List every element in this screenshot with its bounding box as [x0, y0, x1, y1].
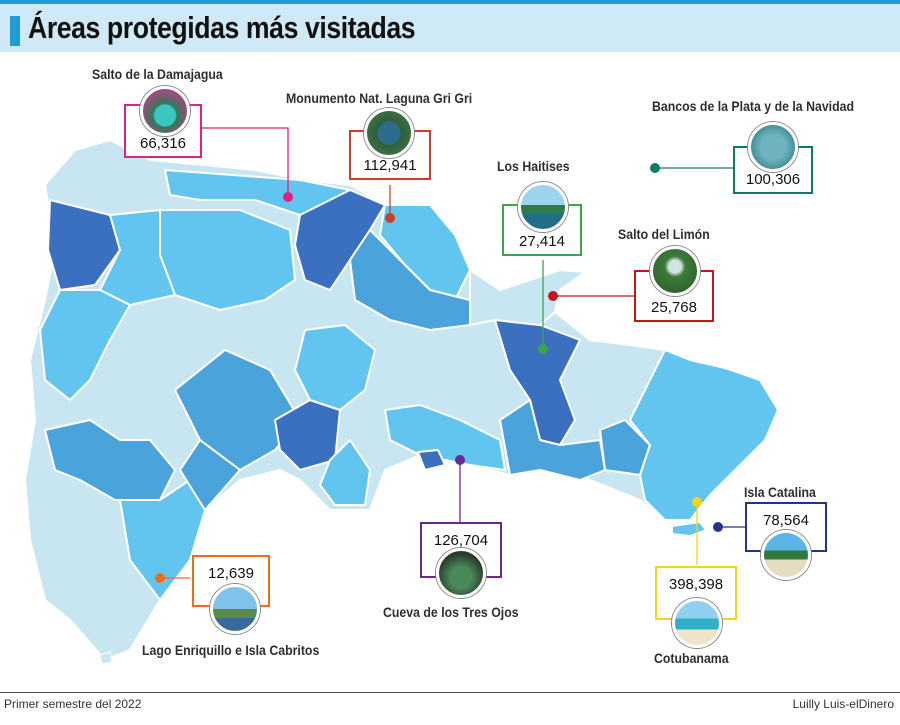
location-dot-damajagua: [283, 192, 293, 202]
location-dot-catalina: [713, 522, 723, 532]
region-mid-center2: [294, 324, 376, 411]
label-haitises: Los Haitises: [497, 158, 570, 174]
callout-catalina: 78,564: [745, 502, 827, 552]
islets-photo: [518, 182, 568, 232]
visitors-cotubanama: 398,398: [668, 576, 724, 593]
region-dark-haitises: [494, 319, 581, 446]
page-title: Áreas protegidas más visitadas: [28, 10, 416, 45]
region-dark-capital: [417, 449, 446, 471]
footer-divider: [0, 692, 900, 693]
dominican-republic-map: [24, 127, 779, 665]
visitors-haitises: 27,414: [519, 233, 565, 250]
visitors-damajagua: 66,316: [140, 135, 186, 152]
location-dot-limon: [548, 291, 558, 301]
location-dot-grigri: [385, 213, 395, 223]
region-mid-capital: [384, 404, 506, 471]
label-limon: Salto del Limón: [618, 226, 710, 242]
visitors-catalina: 78,564: [763, 512, 809, 529]
label-catalina: Isla Catalina: [744, 484, 816, 500]
cave-photo: [436, 548, 486, 598]
location-dot-bancos: [650, 163, 660, 173]
region-medium-south: [179, 439, 241, 511]
cactus-photo: [210, 584, 260, 634]
region-mid-southwest: [119, 479, 206, 601]
region-medium-southwest: [44, 419, 176, 501]
region-mid-west2: [99, 209, 176, 306]
visitors-grigri: 112,941: [363, 157, 417, 174]
whales-photo: [748, 122, 798, 172]
visitors-limon: 25,768: [651, 299, 697, 316]
palm-beach-photo: [761, 530, 811, 580]
beach-photo: [672, 598, 722, 648]
label-tresojos: Cueva de los Tres Ojos: [383, 604, 519, 620]
label-grigri: Monumento Nat. Laguna Gri Gri: [286, 90, 473, 106]
region-mid-samana: [469, 269, 586, 326]
label-cotubanama: Cotubanama: [654, 650, 729, 666]
waterfall-photo-limon: [650, 246, 700, 296]
location-dot-tresojos: [455, 455, 465, 465]
region-mid-west3: [39, 289, 131, 401]
label-bancos: Bancos de la Plata y de la Navidad: [652, 98, 855, 114]
footer-period: Primer semestre del 2022: [4, 697, 142, 711]
waterfall-photo: [140, 86, 190, 136]
visitors-bancos: 100,306: [745, 171, 801, 188]
header-accent-bar: [10, 16, 20, 46]
label-enriquillo: Lago Enriquillo e Isla Cabritos: [142, 642, 320, 658]
visitors-tresojos: 126,704: [433, 532, 489, 549]
region-mid-east: [629, 349, 779, 521]
island-beata: [99, 651, 113, 665]
location-dot-cotubanama: [692, 497, 702, 507]
location-dot-haitises: [538, 344, 548, 354]
lagoon-photo: [364, 108, 414, 158]
footer-credit: Luilly Luis-elDinero: [792, 697, 894, 711]
header-banner: Áreas protegidas más visitadas: [0, 0, 900, 52]
region-mid-south: [319, 439, 371, 506]
label-damajagua: Salto de la Damajagua: [92, 66, 223, 82]
island-saona: [671, 520, 708, 538]
location-dot-enriquillo: [155, 573, 165, 583]
visitors-enriquillo: 12,639: [208, 565, 254, 582]
